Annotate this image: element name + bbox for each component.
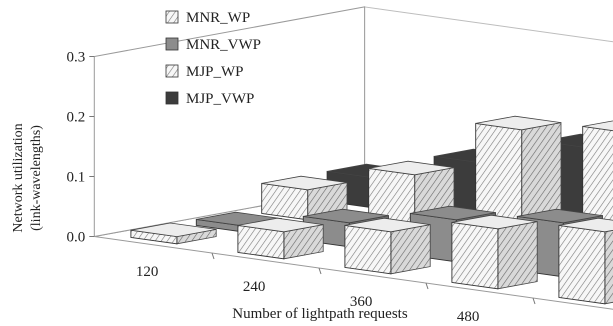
legend-swatch — [165, 10, 179, 24]
y-tick-label: 0.0 — [67, 230, 86, 246]
legend-item: MNR_WP — [165, 10, 250, 26]
bar — [344, 217, 431, 275]
bar-top — [475, 115, 562, 131]
bar-side — [497, 221, 538, 290]
bar-side — [604, 229, 613, 305]
x-tick-label: 360 — [350, 294, 373, 310]
bar — [451, 214, 538, 290]
bar-top — [261, 175, 348, 191]
y-tick-label: 0.1 — [67, 170, 86, 186]
x-tick-mark — [425, 282, 429, 290]
x-tick-mark — [211, 252, 215, 260]
x-tick-label: 240 — [243, 279, 266, 295]
legend-label: MNR_VWP — [186, 37, 261, 53]
legend-swatch — [165, 37, 179, 51]
x-tick-mark — [318, 267, 322, 275]
bar-front — [344, 224, 392, 275]
bar-top — [130, 222, 217, 238]
legend-swatch — [165, 91, 179, 105]
bar-top — [237, 217, 324, 233]
bar-top — [303, 208, 389, 224]
legend-item: MNR_VWP — [165, 37, 261, 53]
bar-side — [390, 224, 431, 275]
x-tick-mark — [532, 297, 536, 305]
bar-top — [558, 217, 613, 233]
legend-item: MJP_WP — [165, 64, 244, 80]
bars — [130, 115, 613, 305]
bar-top — [368, 160, 455, 176]
y-tick-label: 0.3 — [67, 50, 86, 66]
legend-label: MNR_WP — [186, 10, 250, 26]
x-tick-label: 600 — [564, 324, 587, 326]
y-tick-label: 0.2 — [67, 110, 86, 126]
bar-front — [558, 224, 606, 305]
legend-label: MJP_WP — [186, 64, 244, 80]
y-axis-label-line2: (link-wavelengths) — [29, 125, 44, 231]
legend-swatch — [165, 64, 179, 78]
bar-top — [344, 217, 431, 233]
bar-top — [582, 120, 613, 132]
legend-label: MJP_VWP — [186, 91, 254, 107]
bar-top — [451, 214, 538, 230]
x-tick-label: 120 — [136, 264, 159, 280]
bar-top — [410, 205, 496, 221]
legend-item: MJP_VWP — [165, 91, 254, 107]
x-axis-label: Number of lightpath requests — [232, 306, 408, 322]
x-tick-label: 480 — [457, 309, 480, 325]
bar — [558, 217, 613, 305]
legend: MNR_WP MNR_VWP MJP_WP MJP_VWP — [165, 10, 261, 107]
bar-front — [451, 221, 499, 290]
bar-top — [517, 208, 603, 224]
y-axis-label-line1: Network utilization — [11, 123, 26, 232]
bar — [130, 222, 217, 245]
bar — [237, 217, 324, 260]
